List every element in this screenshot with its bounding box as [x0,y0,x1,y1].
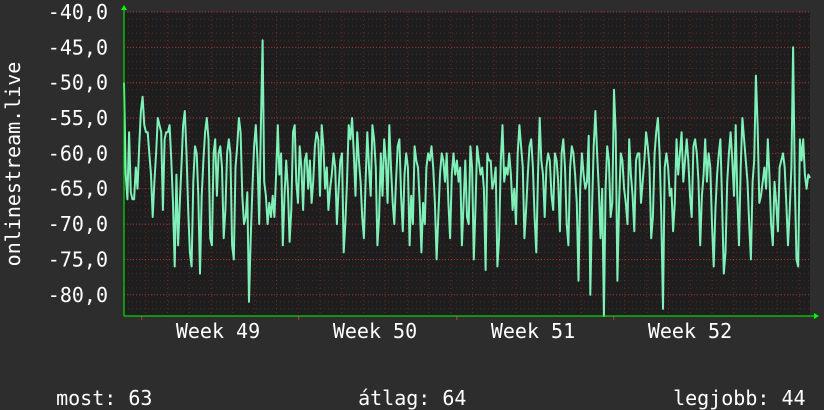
y-axis-arrow [121,5,127,10]
best-stat-value: 44 [781,386,806,410]
y-tick-label: -70,0 [48,212,108,236]
y-axis-title: onlinestream.live [1,62,25,267]
x-tick-label: Week 52 [648,319,732,343]
x-axis-arrow [814,313,819,319]
y-tick-label: -45,0 [48,35,108,59]
current-stat-value: 63 [128,386,153,410]
x-tick-label: Week 49 [176,319,260,343]
x-tick-label: Week 50 [333,319,417,343]
best-stat-label: legjobb: [673,386,770,410]
y-tick-label: -40,0 [48,0,108,24]
average-stat-label: átlag: [358,386,431,410]
series-line [123,39,811,317]
best-stat: legjobb: 44 [649,362,806,410]
current-stat-label: most: [56,386,117,410]
average-stat: átlag: 64 [334,362,466,410]
y-tick-label: -75,0 [48,247,108,271]
current-stat: most: 63 [32,362,152,410]
y-tick-label: -80,0 [48,283,108,307]
y-tick-label: -60,0 [48,141,108,165]
plot-area [124,12,810,316]
x-tick-label: Week 51 [491,319,575,343]
y-tick-label: -55,0 [48,106,108,130]
y-tick-label: -50,0 [48,71,108,95]
average-stat-value: 64 [442,386,467,410]
y-tick-label: -65,0 [48,177,108,201]
